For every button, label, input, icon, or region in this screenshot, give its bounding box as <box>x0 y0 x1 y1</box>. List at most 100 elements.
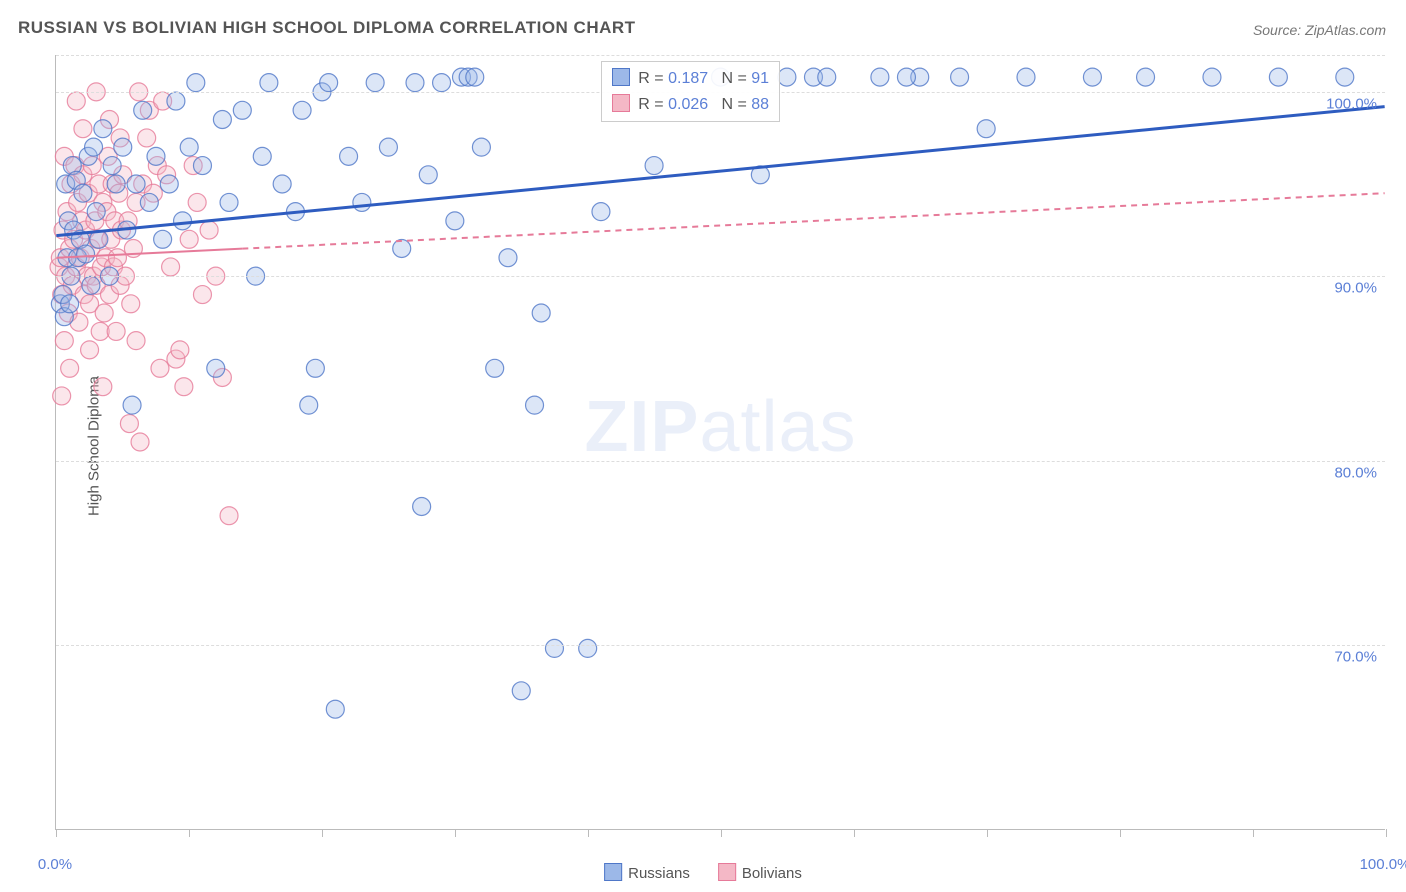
data-point <box>61 359 79 377</box>
data-point <box>103 157 121 175</box>
data-point <box>446 212 464 230</box>
data-point <box>114 138 132 156</box>
data-point <box>174 212 192 230</box>
data-point <box>91 322 109 340</box>
chart-title: RUSSIAN VS BOLIVIAN HIGH SCHOOL DIPLOMA … <box>18 18 636 38</box>
data-point <box>108 249 126 267</box>
data-point <box>260 74 278 92</box>
data-point <box>122 295 140 313</box>
data-point <box>545 639 563 657</box>
plot-area: ZIPatlas 70.0%80.0%90.0%100.0%R = 0.187 … <box>55 55 1385 830</box>
data-point <box>413 498 431 516</box>
data-point <box>81 341 99 359</box>
data-point <box>645 157 663 175</box>
source-credit: Source: ZipAtlas.com <box>1253 22 1386 38</box>
data-point <box>1269 68 1287 86</box>
data-point <box>486 359 504 377</box>
data-point <box>977 120 995 138</box>
data-point <box>193 157 211 175</box>
legend-bottom: Russians Bolivians <box>604 863 802 882</box>
data-point <box>592 203 610 221</box>
x-tick <box>56 829 57 837</box>
data-point <box>1203 68 1221 86</box>
data-point <box>127 175 145 193</box>
y-tick-label: 70.0% <box>1334 649 1377 666</box>
data-point <box>127 332 145 350</box>
data-point <box>320 74 338 92</box>
legend-item-bolivians: Bolivians <box>718 863 802 882</box>
data-point <box>353 193 371 211</box>
data-point <box>61 295 79 313</box>
data-point <box>74 184 92 202</box>
data-point <box>94 378 112 396</box>
data-point <box>1017 68 1035 86</box>
data-point <box>406 74 424 92</box>
data-point <box>273 175 291 193</box>
data-point <box>472 138 490 156</box>
chart-container: RUSSIAN VS BOLIVIAN HIGH SCHOOL DIPLOMA … <box>0 0 1406 892</box>
gridline-h <box>56 55 1385 56</box>
data-point <box>213 111 231 129</box>
data-point <box>53 387 71 405</box>
correlation-legend: R = 0.187 N = 91R = 0.026 N = 88 <box>601 61 780 122</box>
correlation-legend-row: R = 0.026 N = 88 <box>612 92 769 118</box>
data-point <box>171 341 189 359</box>
x-tick <box>1386 829 1387 837</box>
data-point <box>951 68 969 86</box>
data-point <box>140 193 158 211</box>
data-point <box>818 68 836 86</box>
data-point <box>293 101 311 119</box>
data-point <box>220 507 238 525</box>
data-point <box>1083 68 1101 86</box>
data-point <box>188 193 206 211</box>
x-tick <box>987 829 988 837</box>
data-point <box>87 203 105 221</box>
data-point <box>193 286 211 304</box>
data-point <box>160 175 178 193</box>
data-point <box>393 240 411 258</box>
gridline-h <box>56 645 1385 646</box>
data-point <box>154 230 172 248</box>
data-point <box>162 258 180 276</box>
data-point <box>526 396 544 414</box>
x-tick <box>1120 829 1121 837</box>
x-tick-label: 100.0% <box>1360 856 1406 873</box>
data-point <box>433 74 451 92</box>
data-point <box>131 433 149 451</box>
plot-svg <box>56 55 1385 829</box>
data-point <box>778 68 796 86</box>
x-tick <box>322 829 323 837</box>
data-point <box>85 138 103 156</box>
trendline-russians <box>56 107 1384 236</box>
y-tick-label: 90.0% <box>1334 280 1377 297</box>
data-point <box>871 68 889 86</box>
data-point <box>379 138 397 156</box>
data-point <box>1336 68 1354 86</box>
data-point <box>151 359 169 377</box>
data-point <box>253 147 271 165</box>
data-point <box>220 193 238 211</box>
data-point <box>499 249 517 267</box>
data-point <box>306 359 324 377</box>
y-tick-label: 100.0% <box>1326 95 1377 112</box>
gridline-h <box>56 461 1385 462</box>
data-point <box>187 74 205 92</box>
x-tick <box>189 829 190 837</box>
data-point <box>512 682 530 700</box>
data-point <box>123 396 141 414</box>
data-point <box>366 74 384 92</box>
data-point <box>200 221 218 239</box>
data-point <box>55 332 73 350</box>
data-point <box>233 101 251 119</box>
data-point <box>326 700 344 718</box>
x-tick <box>1253 829 1254 837</box>
data-point <box>77 245 95 263</box>
data-point <box>180 230 198 248</box>
legend-item-russians: Russians <box>604 863 690 882</box>
data-point <box>579 639 597 657</box>
data-point <box>419 166 437 184</box>
data-point <box>1137 68 1155 86</box>
data-point <box>340 147 358 165</box>
data-point <box>532 304 550 322</box>
data-point <box>147 147 165 165</box>
